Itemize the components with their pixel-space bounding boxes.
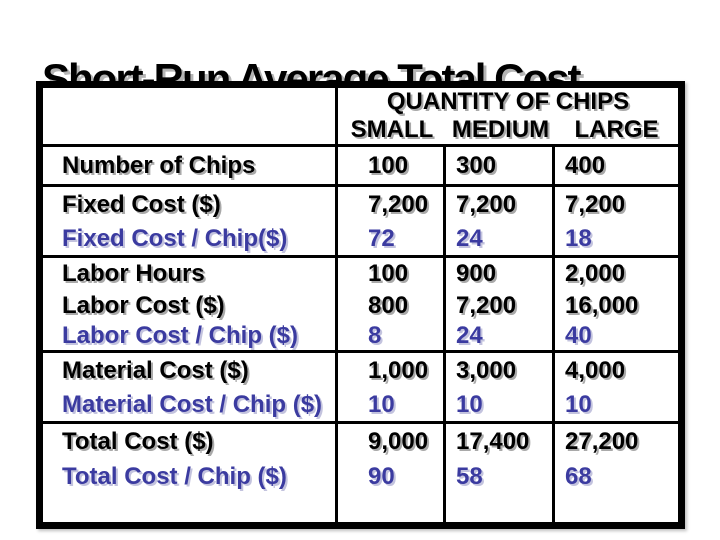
- filler-cell: [338, 494, 446, 522]
- filler-cell: [555, 494, 678, 522]
- column-header-large: LARGE: [574, 116, 659, 143]
- cell-value-medium: 24: [446, 222, 555, 258]
- cell-value-large: 10: [555, 388, 678, 424]
- cell-value-large: 40: [555, 322, 678, 353]
- cell-value-small: 72: [338, 222, 446, 258]
- row-label: Labor Cost ($): [43, 290, 338, 322]
- cell-value-large: 7,200: [565, 190, 626, 218]
- cell-value-small: 800: [338, 290, 446, 322]
- cell-value-large: 2,000: [565, 260, 626, 287]
- header-size-columns: SMALL MEDIUM LARGE: [338, 116, 678, 144]
- cell-value-small: 1,000: [338, 353, 446, 388]
- row-label: Total Cost ($): [43, 424, 338, 459]
- cell-value-small: 90: [338, 459, 446, 494]
- cost-table: QUANTITY OF CHIPS SMALL MEDIUM LARGE Num…: [36, 81, 685, 529]
- row-label: Total Cost / Chip ($): [43, 459, 338, 494]
- cell-value-medium: 24: [446, 322, 555, 353]
- cell-value-small: 9,000: [338, 424, 446, 459]
- filler-cell: [43, 494, 338, 522]
- header-quantity-of-chips: QUANTITY OF CHIPS: [386, 88, 630, 115]
- cell-value-medium: 10: [446, 388, 555, 424]
- cell-value-large: 68: [565, 462, 592, 490]
- cell-value-small: 7,200: [338, 187, 446, 222]
- row-label: Labor Cost / Chip ($): [43, 322, 338, 353]
- cell-value-large: 18: [555, 222, 678, 258]
- header-empty-corner-cell: [43, 88, 338, 147]
- row-label: Number of Chips: [43, 147, 338, 187]
- row-label: Material Cost / Chip ($): [43, 388, 338, 424]
- row-label: Material Cost ($): [43, 353, 338, 388]
- cell-value-small: 100: [338, 258, 446, 290]
- cell-value-medium: 7,200: [446, 187, 555, 222]
- cell-value-medium: 300: [446, 147, 555, 187]
- cell-value-medium: 900: [446, 258, 555, 290]
- row-label: Fixed Cost ($): [43, 187, 338, 222]
- filler-cell: [446, 494, 555, 522]
- row-label: Labor Hours: [43, 258, 338, 290]
- column-header-small: SMALL: [350, 116, 434, 143]
- cell-value-large: 4,000: [565, 356, 626, 384]
- table-header: QUANTITY OF CHIPS SMALL MEDIUM LARGE: [338, 88, 678, 147]
- cell-value-small: 100: [338, 147, 446, 187]
- cell-value-small: 8: [338, 322, 446, 353]
- row-label: Fixed Cost / Chip($): [43, 222, 338, 258]
- cell-value-medium: 17,400: [446, 424, 555, 459]
- cell-value-large: 400: [555, 147, 678, 187]
- cell-value-medium: 3,000: [446, 353, 555, 388]
- cell-value-small: 10: [338, 388, 446, 424]
- column-header-medium: MEDIUM: [451, 116, 550, 143]
- cell-value-medium: 7,200: [446, 290, 555, 322]
- cell-value-medium: 58: [446, 459, 555, 494]
- cell-value-large: 27,200: [565, 427, 639, 455]
- cell-value-large: 16,000: [565, 292, 639, 319]
